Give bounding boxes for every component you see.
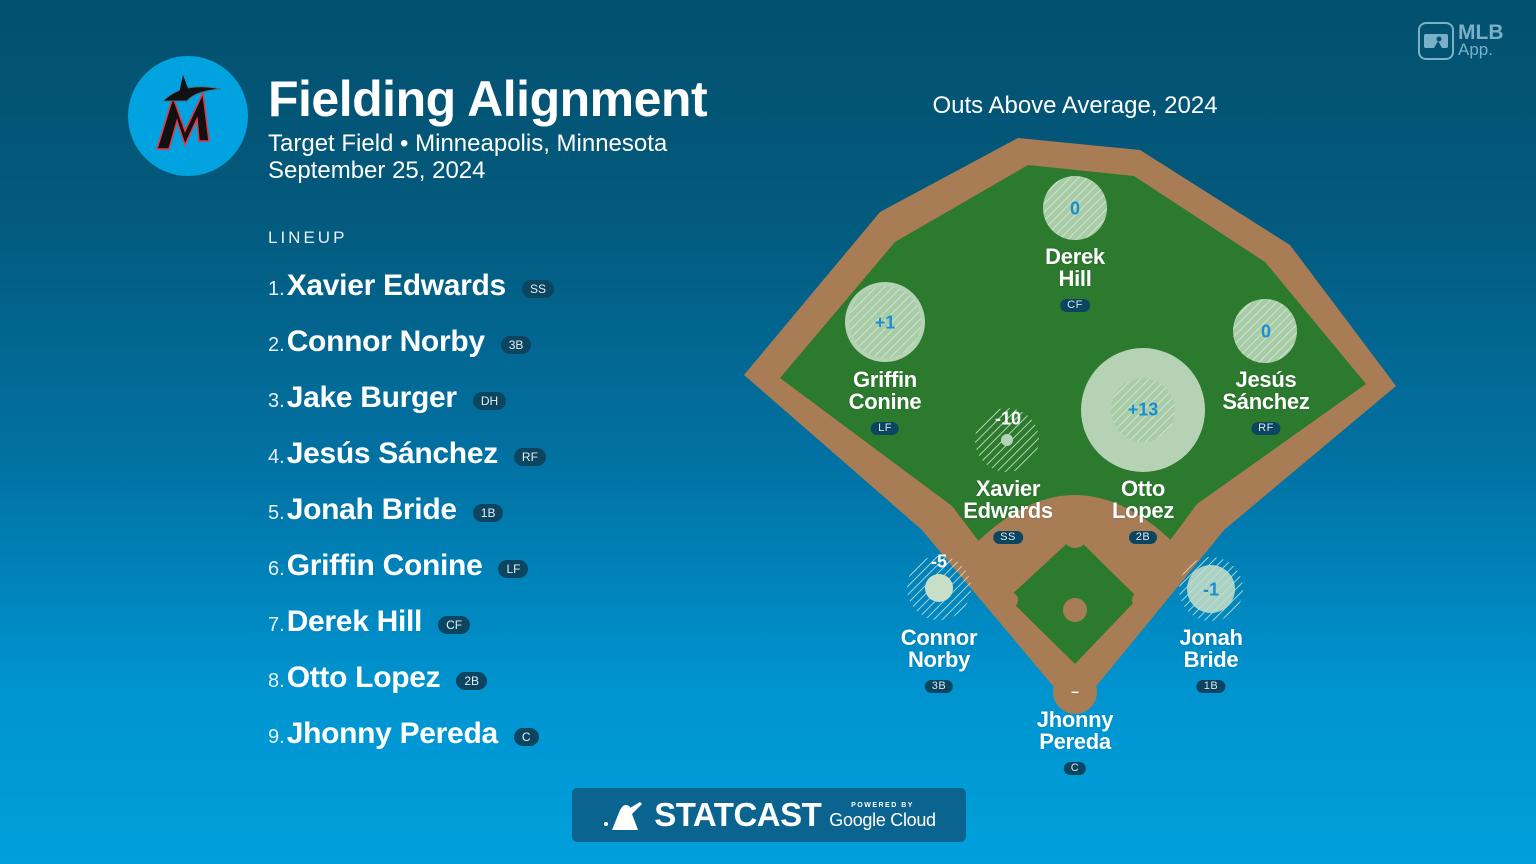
pitchers-mound <box>1063 598 1087 622</box>
home-plate-area <box>1053 670 1097 714</box>
venue: Target Field • Minneapolis, Minnesota <box>268 130 668 157</box>
statcast-banner: STATCAST POWERED BY Google Cloud <box>572 788 966 842</box>
field-player-3b: Connor Norby 3B <box>900 625 978 693</box>
lineup-row: 8. Otto Lopez 2B <box>268 650 554 706</box>
player-name: Otto Lopez <box>286 661 441 694</box>
oaa-value-cf: 0 <box>1069 198 1081 219</box>
lineup-row: 9. Jhonny Pereda C <box>268 706 554 762</box>
team-logo <box>128 56 248 176</box>
oaa-bubble-rf <box>1233 299 1297 363</box>
position-badge: 1B <box>1196 680 1226 693</box>
player-name: Jesús Sánchez <box>286 437 499 470</box>
oaa-value-rf: 0 <box>1260 321 1272 342</box>
lineup-row: 6. Griffin Conine LF <box>268 538 554 594</box>
batting-order: 5. <box>268 501 285 524</box>
player-name: Xavier Edwards <box>286 269 507 302</box>
position-badge: CF <box>1060 299 1090 312</box>
player-name: Jonah Bride <box>286 493 457 526</box>
player-name: Connor Norby <box>286 325 485 358</box>
position-badge: RF <box>1251 422 1281 435</box>
field-player-rf: Jesús Sánchez RF <box>1222 367 1310 435</box>
position-badge: LF <box>498 560 529 578</box>
player-name: Jake Burger <box>286 381 457 414</box>
position-badge: 2B <box>456 672 488 690</box>
player-name: Jhonny Pereda <box>286 717 498 750</box>
mlb-app-logo: MLB App. <box>1418 22 1504 60</box>
google-cloud-logo: POWERED BY Google Cloud <box>829 801 936 830</box>
batting-order: 4. <box>268 445 285 468</box>
batting-order: 6. <box>268 557 285 580</box>
oaa-value-ss: -10 <box>994 408 1022 429</box>
field-player-lf: Griffin Conine LF <box>848 367 922 435</box>
position-badge: 1B <box>472 504 504 522</box>
position-badge: 3B <box>500 336 532 354</box>
oaa-value-2b: +13 <box>1127 399 1159 420</box>
position-badge: CF <box>438 616 471 634</box>
lineup-list: 1. Xavier Edwards SS 2. Connor Norby 3B 3. Ja… <box>268 258 554 762</box>
oaa-bubble-cf <box>1043 176 1107 240</box>
field-chart-title: Outs Above Average, 2024 <box>932 92 1218 119</box>
position-badge: SS <box>521 280 554 298</box>
batting-order: 1. <box>268 277 285 300</box>
statcast-wordmark: STATCAST <box>654 796 822 833</box>
lineup-row: 7. Derek Hill CF <box>268 594 554 650</box>
game-info: Target Field • Minneapolis, Minnesota Se… <box>268 130 667 184</box>
page-title: Fielding Alignment <box>268 71 708 127</box>
field-player-2b: Otto Lopez 2B <box>1111 476 1175 544</box>
field-player-cf: Derek Hill CF <box>1045 244 1105 312</box>
lineup-row: 5. Jonah Bride 1B <box>268 482 554 538</box>
lineup-row: 4. Jesús Sánchez RF <box>268 426 554 482</box>
batting-order: 7. <box>268 613 285 636</box>
batting-order: 3. <box>268 389 285 412</box>
batting-order: 8. <box>268 669 285 692</box>
game-date: September 25, 2024 <box>268 157 486 184</box>
mlb-app-line2: App. <box>1458 40 1493 59</box>
position-badge: C <box>1063 762 1087 775</box>
player-name: Derek Hill <box>286 605 423 638</box>
field-player-1b: Jonah Bride 1B <box>1179 625 1243 693</box>
lineup-row: 1. Xavier Edwards SS <box>268 258 554 314</box>
field-player-ss: Xavier Edwards SS <box>963 476 1053 544</box>
batting-order: 9. <box>268 725 285 748</box>
field-player-c: Jhonny Pereda C <box>1036 707 1114 775</box>
oaa-value-lf: +1 <box>874 312 896 333</box>
position-badge: DH <box>472 392 507 410</box>
oaa-value-c: – <box>1071 683 1079 699</box>
mlb-batter-icon <box>604 802 643 830</box>
position-badge: C <box>513 728 539 746</box>
player-name: Griffin Conine <box>286 549 483 582</box>
position-badge: RF <box>513 448 546 466</box>
mlb-app-line1: MLB <box>1458 21 1504 44</box>
lineup-heading: LINEUP <box>268 228 348 247</box>
position-badge: 3B <box>924 680 954 693</box>
mlb-logo-icon <box>1418 22 1454 60</box>
outfield-grass <box>780 165 1366 668</box>
position-badge: 2B <box>1128 531 1158 544</box>
position-badge: SS <box>993 531 1023 544</box>
batting-order: 2. <box>268 333 285 356</box>
marlins-logo-icon <box>155 75 222 150</box>
position-badge: LF <box>871 422 899 435</box>
lineup-row: 2. Connor Norby 3B <box>268 314 554 370</box>
oaa-value-3b: -5 <box>930 551 948 572</box>
lineup-row: 3. Jake Burger DH <box>268 370 554 426</box>
oaa-value-1b: -1 <box>1202 579 1220 600</box>
